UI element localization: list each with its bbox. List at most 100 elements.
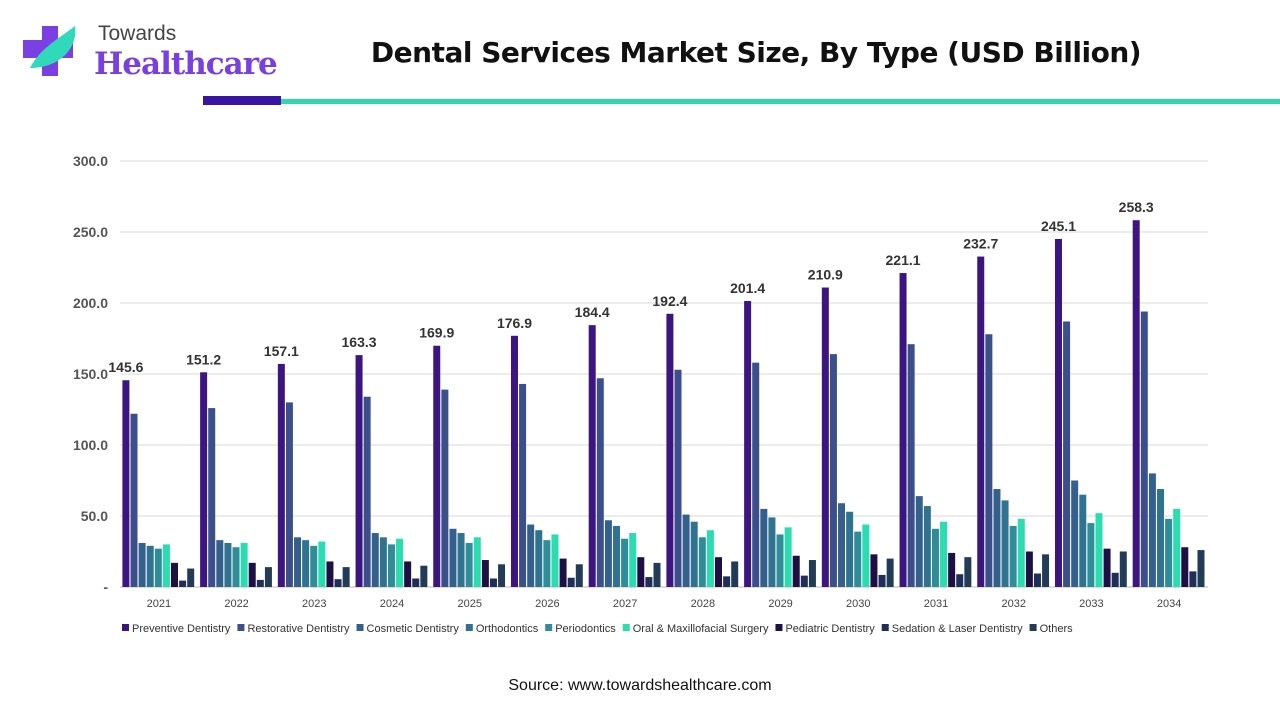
bar-sedation-laser-dentistry xyxy=(1111,572,1119,587)
y-tick-label: 300.0 xyxy=(73,153,108,169)
bar-periodontics xyxy=(1165,518,1173,587)
logo-text-towards: Towards xyxy=(98,22,177,45)
y-tick-label: 250.0 xyxy=(73,224,108,240)
legend-swatch xyxy=(881,624,889,631)
bar-restorative-dentistry xyxy=(674,369,682,587)
bar-others xyxy=(731,561,739,587)
x-tick-label: 2021 xyxy=(147,598,171,610)
legend-label: Sedation & Laser Dentistry xyxy=(892,623,1023,635)
bar-periodontics xyxy=(387,544,395,587)
legend-swatch xyxy=(465,624,473,631)
legend-label: Periodontics xyxy=(555,623,616,635)
bar-preventive-dentistry xyxy=(200,372,208,587)
bar-restorative-dentistry xyxy=(519,383,527,587)
bar-restorative-dentistry xyxy=(985,334,993,587)
x-tick-label: 2029 xyxy=(768,598,792,610)
bar-periodontics xyxy=(1009,525,1017,587)
bar-orthodontics xyxy=(535,530,543,587)
x-tick-label: 2025 xyxy=(457,598,481,610)
bar-cosmetic-dentistry xyxy=(527,524,535,587)
bar-orthodontics xyxy=(146,545,154,587)
medical-cross-leaf-icon xyxy=(23,26,76,76)
bar-others xyxy=(187,568,195,587)
bar-preventive-dentistry xyxy=(977,256,985,587)
data-label: 163.3 xyxy=(342,334,377,350)
bar-preventive-dentistry xyxy=(277,363,285,587)
bar-others xyxy=(653,562,661,587)
bar-cosmetic-dentistry xyxy=(371,533,379,587)
bar-pediatric-dentistry xyxy=(559,558,567,587)
x-tick-label: 2033 xyxy=(1079,598,1103,610)
bar-sedation-laser-dentistry xyxy=(1033,573,1041,587)
bar-restorative-dentistry xyxy=(208,408,216,587)
bar-cosmetic-dentistry xyxy=(449,528,457,587)
bar-sedation-laser-dentistry xyxy=(645,577,653,587)
bar-periodontics xyxy=(698,537,706,587)
bar-periodontics xyxy=(232,547,240,587)
legend-swatch xyxy=(545,624,553,631)
bar-preventive-dentistry xyxy=(433,345,441,587)
bar-cosmetic-dentistry xyxy=(604,520,612,587)
bar-pediatric-dentistry xyxy=(481,560,489,587)
bar-cosmetic-dentistry xyxy=(838,503,846,587)
bar-others xyxy=(342,567,350,587)
data-label: 169.9 xyxy=(419,325,454,341)
bar-cosmetic-dentistry xyxy=(915,496,923,587)
bar-orthodontics xyxy=(923,506,931,587)
bar-pediatric-dentistry xyxy=(248,562,256,587)
header-accent-teal xyxy=(281,99,1280,104)
bar-orthodontics xyxy=(612,525,620,587)
bar-preventive-dentistry xyxy=(744,301,752,587)
legend-label: Cosmetic Dentistry xyxy=(367,623,460,635)
bar-oral-maxillofacial-surgery xyxy=(551,534,559,587)
legend-label: Restorative Dentistry xyxy=(247,623,350,635)
bar-sedation-laser-dentistry xyxy=(412,578,420,587)
x-tick-label: 2030 xyxy=(846,598,870,610)
data-label: 157.1 xyxy=(264,343,299,359)
bar-cosmetic-dentistry xyxy=(993,489,1001,587)
data-label: 258.3 xyxy=(1119,199,1154,215)
x-tick-label: 2023 xyxy=(302,598,326,610)
bar-orthodontics xyxy=(302,540,310,587)
bar-orthodontics xyxy=(457,533,465,587)
legend-label: Preventive Dentistry xyxy=(132,623,231,635)
bar-orthodontics xyxy=(1079,494,1087,587)
bar-cosmetic-dentistry xyxy=(1148,473,1156,587)
source-note: Source: www.towardshealthcare.com xyxy=(508,677,772,694)
bar-others xyxy=(886,558,894,587)
bar-restorative-dentistry xyxy=(596,378,604,587)
data-label: 176.9 xyxy=(497,315,532,331)
bar-orthodontics xyxy=(1001,500,1009,587)
y-tick-label: 100.0 xyxy=(73,437,108,453)
legend-swatch xyxy=(622,624,630,631)
bar-pediatric-dentistry xyxy=(326,561,334,587)
bar-sedation-laser-dentistry xyxy=(567,577,575,587)
bar-cosmetic-dentistry xyxy=(682,514,690,587)
legend-swatch xyxy=(775,624,783,631)
bar-oral-maxillofacial-surgery xyxy=(240,542,248,587)
data-label: 210.9 xyxy=(808,267,843,283)
bar-preventive-dentistry xyxy=(122,380,130,587)
bar-periodontics xyxy=(931,528,939,587)
bar-periodontics xyxy=(543,540,551,587)
y-tick-label: 50.0 xyxy=(81,508,108,524)
towards-healthcare-logo: Towards Healthcare xyxy=(20,18,278,88)
bar-sedation-laser-dentistry xyxy=(1189,571,1197,587)
bar-sedation-laser-dentistry xyxy=(956,574,964,587)
bar-pediatric-dentistry xyxy=(948,552,956,587)
bar-others xyxy=(964,557,972,587)
bar-sedation-laser-dentistry xyxy=(334,579,342,587)
legend-label: Pediatric Dentistry xyxy=(785,623,875,635)
bar-others xyxy=(808,560,816,587)
bar-preventive-dentistry xyxy=(899,273,907,587)
bar-orthodontics xyxy=(690,521,698,587)
bar-oral-maxillofacial-surgery xyxy=(1173,508,1181,587)
y-tick-label: 150.0 xyxy=(73,366,108,382)
bar-others xyxy=(1197,550,1205,587)
bar-pediatric-dentistry xyxy=(404,561,412,587)
x-tick-label: 2034 xyxy=(1157,598,1181,610)
bar-preventive-dentistry xyxy=(821,287,829,587)
legend-swatch xyxy=(237,624,245,631)
y-tick-label: 200.0 xyxy=(73,295,108,311)
